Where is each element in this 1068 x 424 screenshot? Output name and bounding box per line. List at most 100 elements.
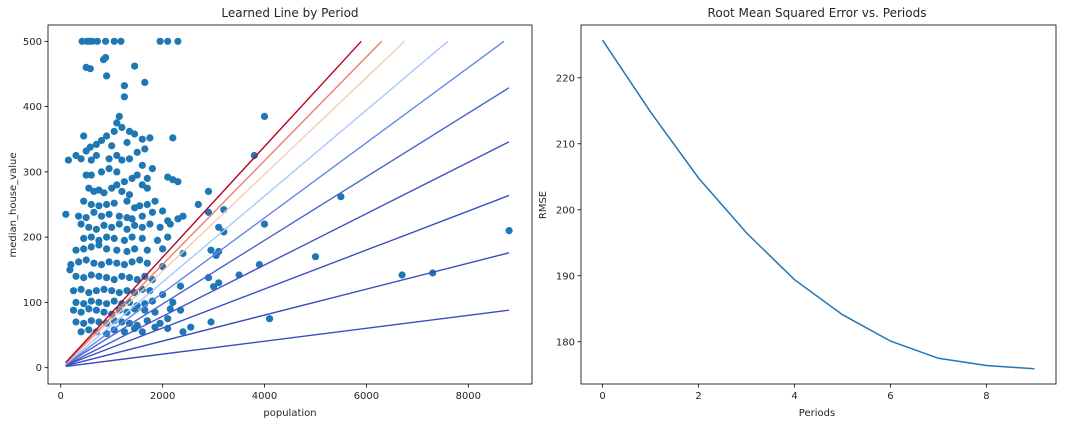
- scatter-point: [120, 82, 128, 90]
- scatter-point: [141, 78, 149, 86]
- scatter-point: [110, 234, 118, 242]
- scatter-point: [97, 261, 106, 269]
- scatter-point: [220, 228, 228, 236]
- scatter-chart-title: Learned Line by Period: [221, 6, 358, 20]
- scatter-point: [97, 136, 106, 145]
- rmse-y-tick-label: 180: [556, 337, 575, 348]
- scatter-point: [138, 135, 146, 143]
- scatter-y-tick-label: 100: [23, 298, 42, 309]
- scatter-point: [110, 297, 118, 305]
- scatter-point: [212, 251, 220, 259]
- scatter-point: [138, 234, 146, 242]
- scatter-point: [103, 274, 111, 282]
- scatter-point: [77, 220, 85, 228]
- scatter-point: [105, 155, 113, 163]
- scatter-point: [77, 285, 85, 293]
- scatter-point: [125, 155, 134, 163]
- scatter-point: [87, 297, 95, 305]
- scatter-point: [80, 274, 88, 282]
- scatter-point: [103, 132, 111, 140]
- scatter-point: [166, 220, 174, 228]
- scatter-point: [95, 241, 103, 249]
- scatter-point: [82, 214, 90, 222]
- rmse-chart-title: Root Mean Squared Error vs. Periods: [708, 6, 927, 20]
- scatter-point: [156, 37, 164, 45]
- scatter-point: [131, 62, 139, 70]
- scatter-point: [108, 142, 116, 150]
- scatter-point: [179, 212, 187, 220]
- scatter-point: [133, 171, 141, 179]
- scatter-point: [143, 200, 151, 209]
- scatter-point: [115, 212, 123, 220]
- scatter-point: [128, 215, 136, 223]
- learned-line: [65, 252, 510, 367]
- scatter-point: [75, 258, 83, 266]
- scatter-y-tick-label: 200: [23, 233, 42, 244]
- scatter-y-tick-label: 300: [23, 167, 42, 178]
- scatter-point: [64, 156, 72, 164]
- scatter-point: [113, 246, 121, 254]
- scatter-point: [113, 181, 121, 189]
- scatter-point: [125, 274, 134, 282]
- scatter-point: [77, 328, 85, 336]
- scatter-point: [72, 318, 80, 326]
- scatter-x-tick-label: 6000: [354, 391, 379, 402]
- rmse-x-tick-label: 4: [791, 391, 797, 402]
- scatter-point: [133, 276, 141, 284]
- scatter-x-tick-label: 2000: [150, 391, 175, 402]
- scatter-point: [125, 191, 134, 199]
- scatter-point: [90, 208, 98, 216]
- learned-line: [65, 309, 510, 368]
- scatter-point: [108, 223, 116, 231]
- scatter-point: [95, 272, 103, 280]
- rmse-x-axis-label: Periods: [799, 408, 835, 419]
- scatter-point: [118, 156, 126, 164]
- rmse-y-tick-label: 200: [556, 205, 575, 216]
- scatter-point: [260, 112, 269, 120]
- scatter-point: [118, 123, 126, 132]
- scatter-point: [108, 184, 116, 192]
- scatter-point: [92, 225, 100, 233]
- scatter-point: [92, 140, 100, 148]
- scatter-point: [141, 145, 149, 153]
- scatter-point: [148, 276, 156, 284]
- scatter-point: [69, 306, 78, 314]
- scatter-point: [136, 256, 144, 264]
- scatter-point: [260, 220, 269, 228]
- rmse-axes: 0 2 4 6 8 180 190 200 210 220: [556, 24, 1057, 402]
- scatter-point: [123, 225, 131, 233]
- scatter-point: [69, 287, 78, 295]
- scatter-point: [146, 287, 154, 295]
- scatter-point: [95, 298, 103, 306]
- scatter-point: [138, 328, 146, 336]
- scatter-point: [207, 246, 215, 254]
- learned-line: [65, 40, 505, 365]
- rmse-x-tick-label: 8: [983, 391, 989, 402]
- scatter-point: [146, 134, 154, 142]
- scatter-point: [131, 221, 139, 229]
- scatter-point: [187, 323, 195, 331]
- scatter-point: [123, 247, 131, 256]
- learned-line: [65, 40, 362, 363]
- scatter-point: [174, 178, 182, 186]
- scatter-point: [86, 143, 94, 151]
- scatter-point: [66, 266, 74, 274]
- scatter-point: [80, 132, 88, 140]
- scatter-point: [85, 305, 93, 313]
- scatter-point: [80, 245, 88, 253]
- learned-line: [65, 40, 406, 364]
- scatter-point: [87, 156, 95, 164]
- scatter-point: [97, 212, 106, 220]
- scatter-point: [250, 151, 258, 160]
- scatter-point: [115, 289, 123, 297]
- scatter-axes: 0 2000 4000 6000 8000 0 100 200 300 400 500: [23, 24, 533, 402]
- scatter-plot-area: [62, 37, 513, 368]
- rmse-x-tick-label: 2: [695, 391, 701, 402]
- scatter-point: [120, 93, 128, 101]
- scatter-point: [108, 310, 116, 318]
- scatter-point: [151, 197, 159, 205]
- scatter-point: [75, 212, 83, 220]
- scatter-point: [113, 259, 121, 267]
- rmse-x-tick-label: 6: [887, 391, 893, 402]
